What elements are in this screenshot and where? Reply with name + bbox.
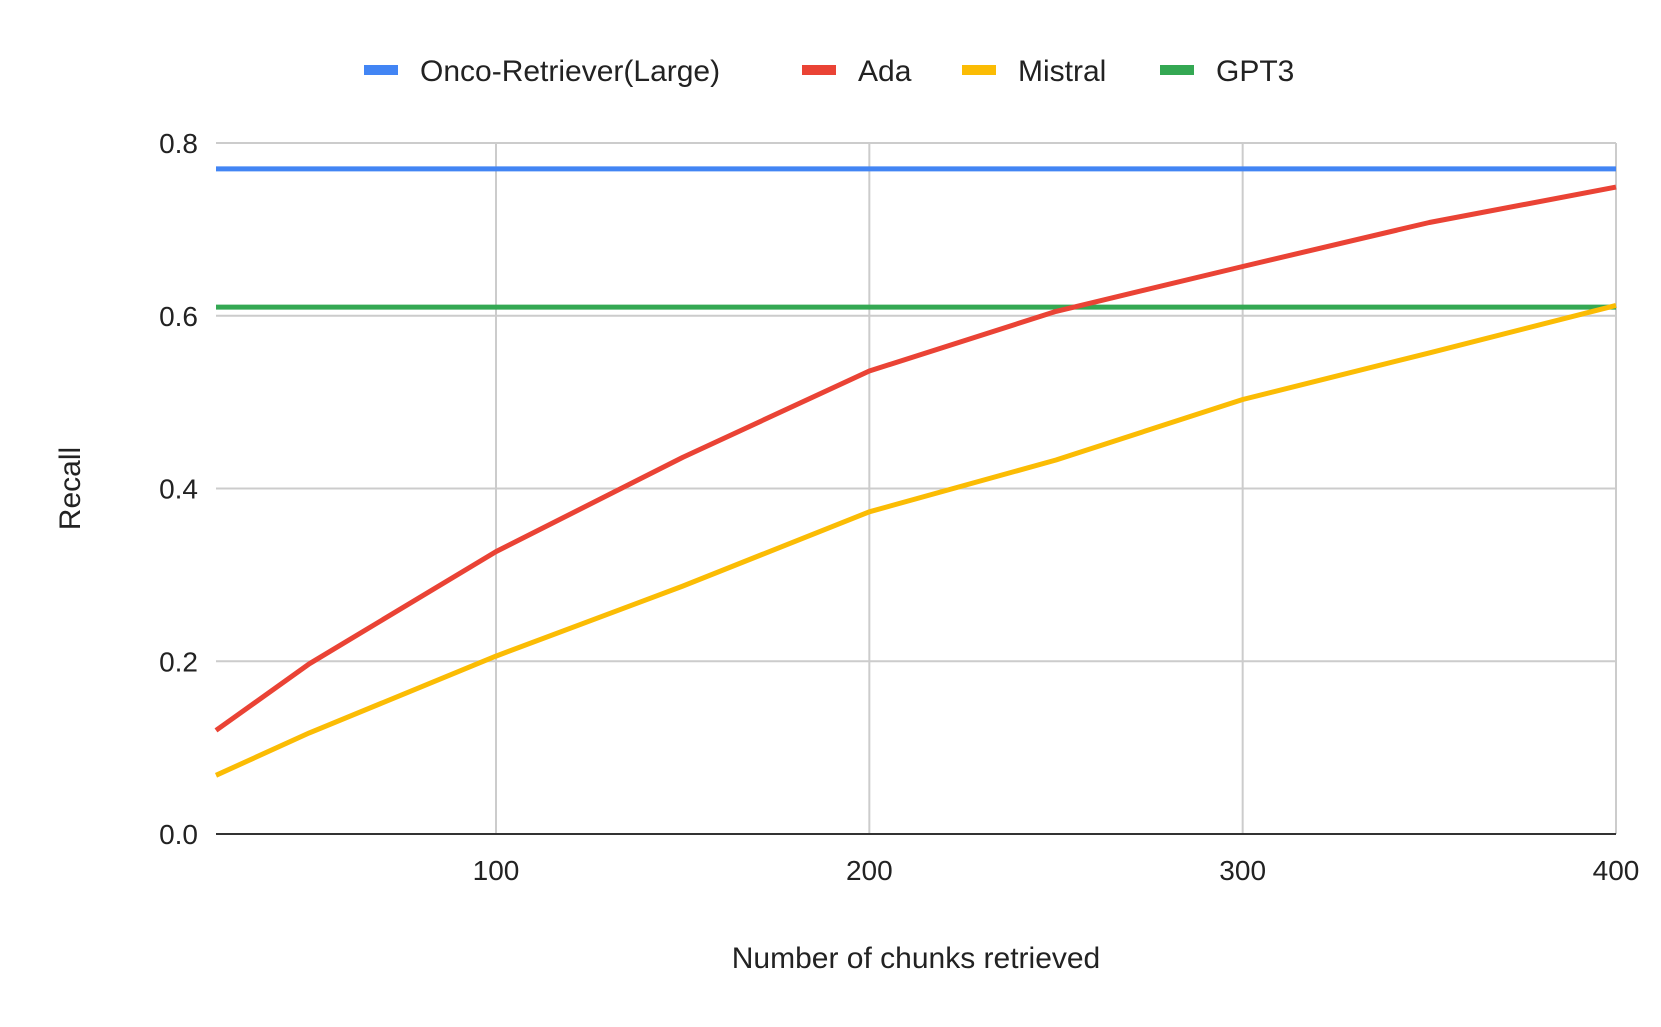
y-tick-label: 0.8 bbox=[159, 128, 198, 159]
x-tick-label: 200 bbox=[846, 855, 893, 886]
legend-swatch-onco-retriever-large bbox=[364, 65, 398, 75]
legend-swatch-ada bbox=[802, 65, 836, 75]
y-tick-label: 0.6 bbox=[159, 301, 198, 332]
series-line-mistral bbox=[214, 302, 1617, 778]
legend-label-ada: Ada bbox=[858, 55, 912, 88]
legend-label-gpt3: GPT3 bbox=[1216, 55, 1294, 88]
y-tick-label: 0.2 bbox=[159, 646, 198, 677]
x-tick-label: 400 bbox=[1593, 855, 1640, 886]
x-axis-title: Number of chunks retrieved bbox=[732, 942, 1101, 975]
y-tick-label: 0.0 bbox=[159, 819, 198, 850]
series-lines bbox=[214, 166, 1617, 778]
y-axis-title: Recall bbox=[54, 447, 87, 530]
legend-swatch-gpt3 bbox=[1160, 65, 1194, 75]
series-line-ada bbox=[214, 184, 1617, 733]
legend: Onco-Retriever(Large) Ada Mistral GPT3 bbox=[364, 55, 1294, 88]
x-tick-label: 100 bbox=[473, 855, 520, 886]
legend-swatch-mistral bbox=[962, 65, 996, 75]
axes: 0.0 0.2 0.4 0.6 0.8 100 200 300 400 bbox=[159, 128, 1639, 886]
legend-label-mistral: Mistral bbox=[1018, 55, 1106, 88]
grid-lines bbox=[216, 142, 1617, 834]
x-tick-label: 300 bbox=[1219, 855, 1266, 886]
legend-label-onco-retriever-large: Onco-Retriever(Large) bbox=[420, 55, 720, 88]
y-tick-label: 0.4 bbox=[159, 474, 198, 505]
